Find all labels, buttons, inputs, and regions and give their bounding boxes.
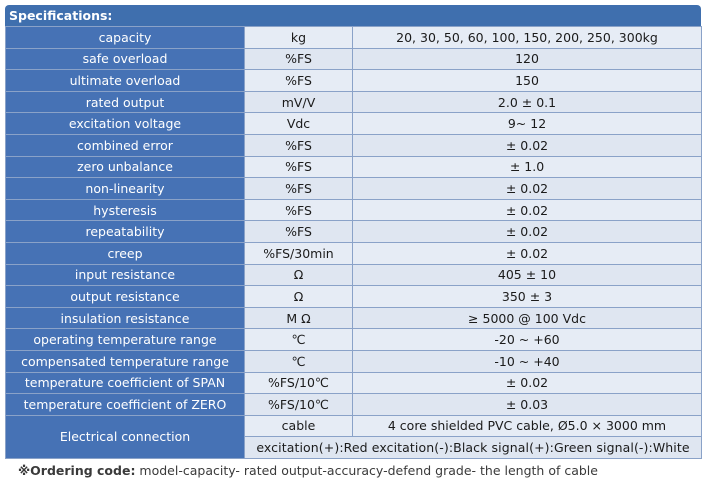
table-row-cable: Electrical connection cable 4 core shiel… [5, 414, 702, 459]
spec-value: ± 0.02 [352, 220, 702, 243]
spec-label: output resistance [5, 285, 245, 308]
table-row: insulation resistance M Ω ≥ 5000 @ 100 Vdc [5, 306, 702, 330]
spec-table: capacity kg 20, 30, 50, 60, 100, 150, 200,… [5, 26, 702, 459]
spec-value: ≥ 5000 @ 100 Vdc [352, 306, 702, 330]
wiring-colors: excitation(+):Red excitation(-):Black si… [244, 436, 702, 459]
specifications-header: Specifications: [5, 5, 701, 26]
spec-label: non-linearity [5, 177, 245, 200]
spec-label: repeatability [5, 220, 245, 243]
table-row-wiring: excitation(+):Red excitation(-):Black si… [6, 436, 702, 459]
spec-value: ± 0.02 [352, 198, 702, 222]
table-row: output resistance Ω 350 ± 3 [5, 285, 702, 308]
table-row: temperature coefficient of SPAN %FS/10℃ ± … [5, 371, 702, 395]
spec-unit: Ω [244, 263, 353, 287]
table-row: rated output mV/V 2.0 ± 0.1 [5, 90, 702, 114]
spec-label: operating temperature range [5, 328, 245, 351]
spec-unit: %FS [244, 47, 353, 71]
table-row: combined error %FS ± 0.02 [5, 133, 702, 157]
electrical-connection-section: Electrical connection cable 4 core shiel… [5, 414, 702, 459]
spec-value: 405 ± 10 [352, 263, 702, 287]
table-row: compensated temperature range ℃ -10 ~ +40 [5, 349, 702, 373]
spec-label: creep [5, 241, 245, 265]
spec-unit: kg [244, 26, 353, 49]
table-row: ultimate overload %FS 150 [5, 69, 702, 92]
spec-unit: %FS/10℃ [244, 393, 353, 416]
cable-label: cable [244, 414, 353, 438]
table-row: non-linearity %FS ± 0.02 [5, 177, 702, 200]
table-row: repeatability %FS ± 0.02 [5, 220, 702, 243]
table-row: input resistance Ω 405 ± 10 [5, 263, 702, 287]
spec-unit: M Ω [244, 306, 353, 330]
spec-label: zero unbalance [5, 155, 245, 179]
spec-label: temperature coefficient of ZERO [5, 393, 245, 416]
spec-label: excitation voltage [5, 112, 245, 135]
table-row: excitation voltage Vdc 9~ 12 [5, 112, 702, 135]
spec-unit: mV/V [244, 90, 353, 114]
spec-value: 120 [352, 47, 702, 71]
spec-unit: ℃ [244, 328, 353, 351]
spec-table-container: Specifications: capacity kg 20, 30, 50, 60… [5, 5, 702, 459]
spec-table-body: capacity kg 20, 30, 50, 60, 100, 150, 200,… [5, 26, 702, 416]
table-row: safe overload %FS 120 [5, 47, 702, 71]
spec-unit: Vdc [244, 112, 353, 135]
spec-label: input resistance [5, 263, 245, 287]
spec-value: 9~ 12 [352, 112, 702, 135]
spec-value: 150 [352, 69, 702, 92]
spec-label: temperature coefficient of SPAN [5, 371, 245, 395]
spec-unit: %FS/10℃ [244, 371, 353, 395]
spec-unit: %FS [244, 69, 353, 92]
table-row: capacity kg 20, 30, 50, 60, 100, 150, 200,… [5, 26, 702, 49]
spec-label: compensated temperature range [5, 349, 245, 373]
ordering-code-prefix: ※Ordering code: [18, 463, 136, 478]
spec-value: ± 0.02 [352, 177, 702, 200]
spec-unit: %FS/30min [244, 241, 353, 265]
spec-value: ± 0.02 [352, 371, 702, 395]
table-row: temperature coefficient of ZERO %FS/10℃ ± … [5, 393, 702, 416]
spec-value: -10 ~ +40 [352, 349, 702, 373]
spec-label: capacity [5, 26, 245, 49]
spec-value: 2.0 ± 0.1 [352, 90, 702, 114]
spec-value: ± 1.0 [352, 155, 702, 179]
spec-unit: %FS [244, 177, 353, 200]
spec-label: hysteresis [5, 198, 245, 222]
ordering-code-text: model-capacity- rated output-accuracy-de… [135, 463, 598, 478]
spec-value: 350 ± 3 [352, 285, 702, 308]
spec-unit: %FS [244, 220, 353, 243]
cable-value: 4 core shielded PVC cable, Ø5.0 × 3000 m… [352, 414, 702, 438]
spec-unit: %FS [244, 198, 353, 222]
spec-label: ultimate overload [5, 69, 245, 92]
spec-label: insulation resistance [5, 306, 245, 330]
spec-label: safe overload [5, 47, 245, 71]
spec-label: combined error [5, 133, 245, 157]
spec-unit: Ω [244, 285, 353, 308]
spec-value: ± 0.02 [352, 241, 702, 265]
spec-label: rated output [5, 90, 245, 114]
spec-value: -20 ~ +60 [352, 328, 702, 351]
spec-unit: %FS [244, 133, 353, 157]
spec-value: ± 0.02 [352, 133, 702, 157]
spec-value: 20, 30, 50, 60, 100, 150, 200, 250, 300k… [352, 26, 702, 49]
table-row: creep %FS/30min ± 0.02 [5, 241, 702, 265]
table-row: hysteresis %FS ± 0.02 [5, 198, 702, 222]
table-row: zero unbalance %FS ± 1.0 [5, 155, 702, 179]
spec-unit: %FS [244, 155, 353, 179]
electrical-connection-label: Electrical connection [5, 414, 245, 459]
spec-unit: ℃ [244, 349, 353, 373]
ordering-code-note: ※Ordering code: model-capacity- rated ou… [18, 463, 598, 478]
table-row: operating temperature range ℃ -20 ~ +60 [5, 328, 702, 351]
spec-value: ± 0.03 [352, 393, 702, 416]
